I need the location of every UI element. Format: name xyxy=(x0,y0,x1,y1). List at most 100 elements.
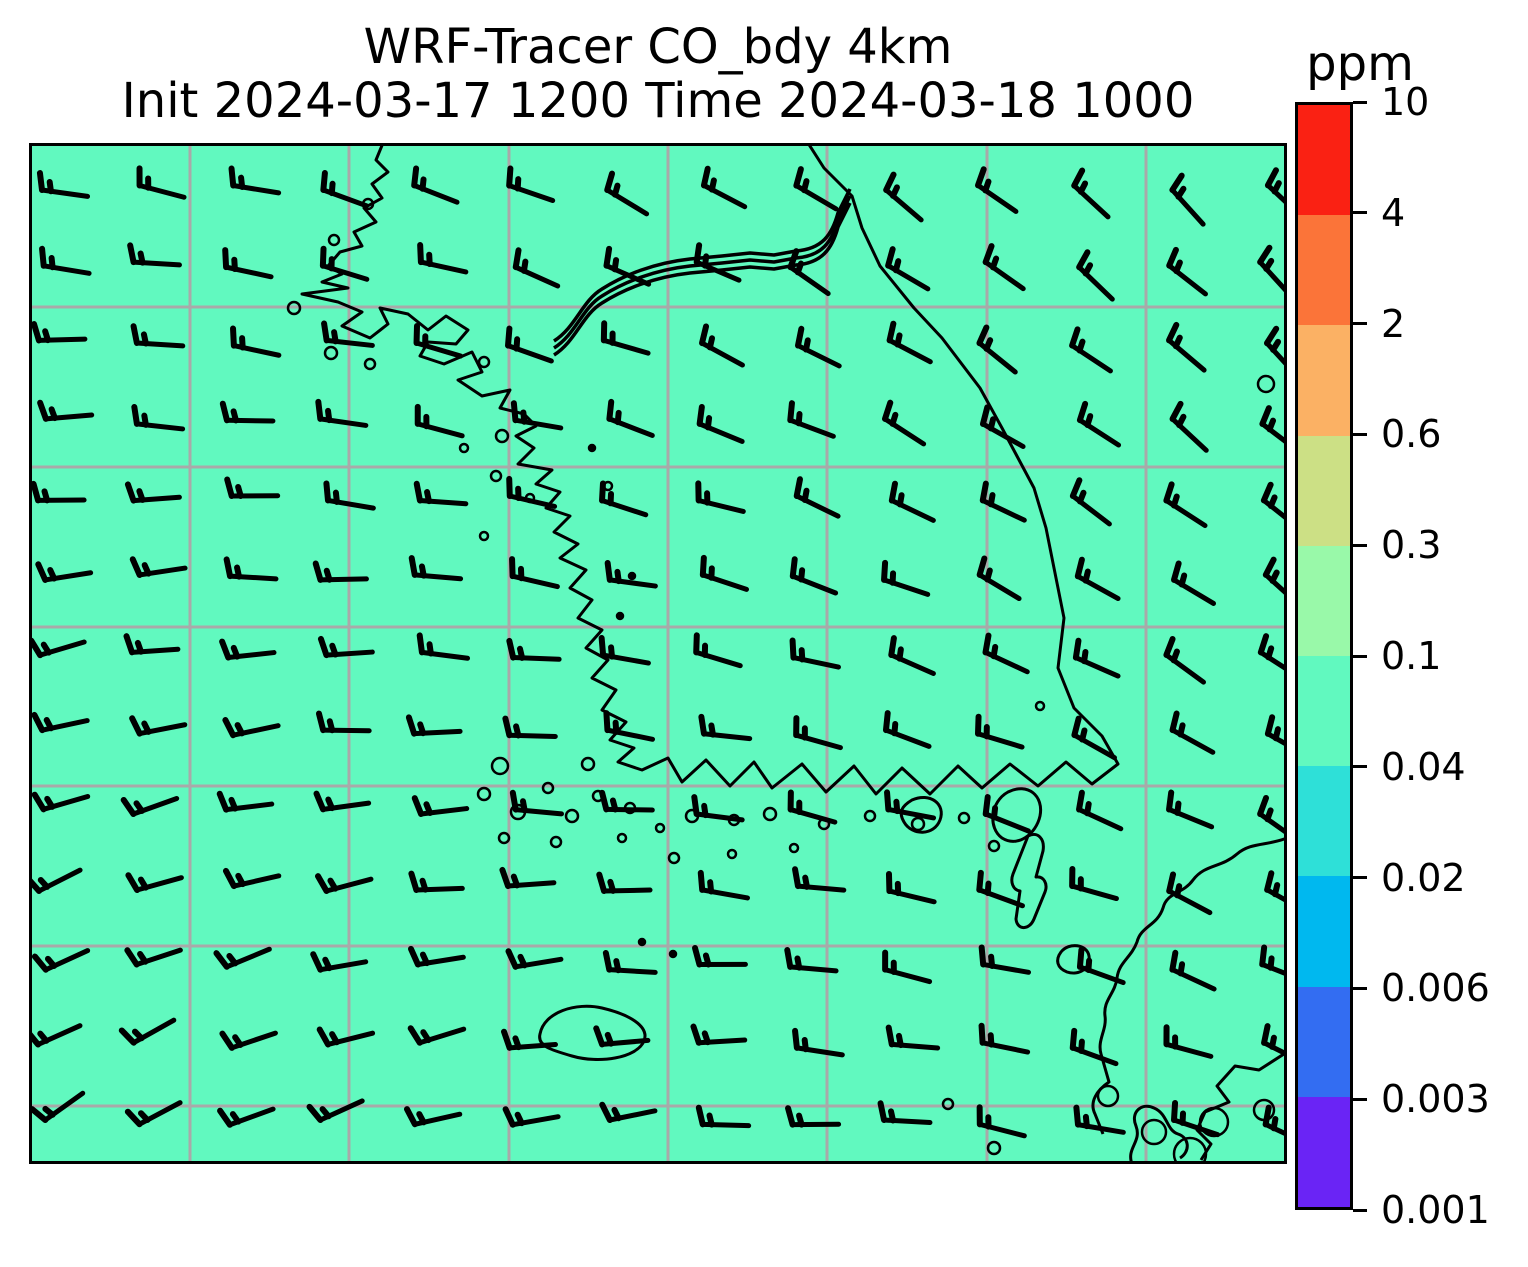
wind-barb xyxy=(603,710,656,742)
wind-barb xyxy=(1076,249,1115,302)
island-outline xyxy=(616,832,628,844)
colorbar-tick-label: 0.1 xyxy=(1381,634,1442,678)
wind-barb xyxy=(1257,633,1284,680)
colorbar-tick xyxy=(1353,1097,1367,1101)
wind-barb xyxy=(883,171,924,223)
island-outline xyxy=(587,443,597,453)
island-outline xyxy=(627,571,637,581)
map-plot xyxy=(29,143,1287,1164)
wind-barbs xyxy=(32,165,1284,1147)
wind-barb xyxy=(501,1028,558,1051)
island-outline xyxy=(637,937,647,947)
island-outline xyxy=(726,848,738,860)
wind-barb xyxy=(1169,400,1209,453)
wind-barb xyxy=(881,399,927,447)
colorbar-tick xyxy=(1353,765,1367,769)
wind-barb xyxy=(599,480,649,518)
wind-barb xyxy=(509,556,560,590)
wind-barb xyxy=(509,789,564,817)
wind-barb xyxy=(228,165,282,196)
wind-barb xyxy=(599,1101,658,1124)
colorbar-tick xyxy=(1353,432,1367,436)
island-outline xyxy=(477,355,491,369)
coastlines xyxy=(286,146,1284,1161)
wind-barb xyxy=(1264,870,1284,915)
wind-barb xyxy=(1166,871,1213,916)
wind-barb xyxy=(120,795,180,817)
colorbar xyxy=(1295,102,1353,1210)
wind-barb xyxy=(1170,1099,1221,1138)
wind-barb xyxy=(37,399,95,422)
wind-barb xyxy=(222,717,281,739)
colorbar-tick-label: 0.6 xyxy=(1381,412,1442,457)
colorbar-tick-label: 0.003 xyxy=(1381,1077,1490,1122)
island-outline xyxy=(580,756,596,772)
wind-barb xyxy=(696,403,745,444)
wind-barb xyxy=(593,1025,651,1048)
wind-barb xyxy=(223,556,279,582)
wind-barb xyxy=(877,1100,933,1125)
island-outline xyxy=(788,842,800,854)
wind-barb xyxy=(1073,1104,1126,1135)
wind-barb xyxy=(1259,944,1284,984)
wind-barb xyxy=(411,165,460,205)
colorbar-tick-label: 0.006 xyxy=(1381,966,1490,1011)
island-outline xyxy=(478,530,490,542)
wind-barb xyxy=(793,166,839,212)
colorbar-tick-label: 0.02 xyxy=(1381,855,1466,900)
wind-barb xyxy=(315,710,372,734)
wind-barb xyxy=(603,245,652,287)
wind-barb xyxy=(1264,714,1284,759)
wind-barb xyxy=(888,480,936,523)
wind-barb xyxy=(888,635,936,677)
wind-barb xyxy=(1171,560,1217,606)
wind-barb xyxy=(1166,789,1215,830)
wind-barb xyxy=(1074,556,1121,602)
wind-barb xyxy=(1260,481,1284,532)
colorbar-segment xyxy=(1298,105,1350,216)
island-outline xyxy=(667,851,681,865)
wind-barb xyxy=(1072,637,1121,679)
island-outline xyxy=(541,781,555,795)
island-outline xyxy=(1096,1084,1120,1108)
colorbar-segment xyxy=(1298,986,1350,1097)
wind-barb xyxy=(885,870,937,905)
wind-barb xyxy=(321,320,375,348)
wind-barb xyxy=(32,637,87,659)
colorbar-tick xyxy=(1353,876,1367,880)
island-outline xyxy=(654,822,666,834)
wind-barb xyxy=(976,324,1018,375)
wind-barb xyxy=(602,949,658,975)
island-outline xyxy=(327,233,341,247)
wind-barb xyxy=(976,555,1022,602)
island-outline xyxy=(1034,700,1046,712)
wind-barb xyxy=(1261,1023,1284,1066)
wind-barb xyxy=(505,948,564,970)
wind-barb xyxy=(502,1106,561,1128)
wind-barb xyxy=(125,872,184,893)
wind-barb xyxy=(216,790,275,813)
border-lines xyxy=(553,188,852,357)
colorbar-segment xyxy=(1298,1096,1350,1208)
wind-barb xyxy=(1076,400,1122,448)
wind-barb xyxy=(230,325,282,358)
wind-barb xyxy=(787,789,838,825)
wind-barb xyxy=(698,713,753,742)
wind-barb xyxy=(118,1017,177,1046)
wind-barb xyxy=(1264,325,1284,380)
island-outline xyxy=(458,442,470,454)
colorbar-tick-label: 0.04 xyxy=(1381,744,1466,789)
wind-barb xyxy=(882,710,932,749)
colorbar-tick xyxy=(1353,543,1367,547)
wind-barb xyxy=(313,790,372,813)
wind-barb xyxy=(219,1030,278,1051)
wind-barb xyxy=(885,246,931,292)
wind-barb xyxy=(512,247,561,289)
wind-barb xyxy=(884,789,937,821)
wind-barb xyxy=(598,635,651,666)
island-outline xyxy=(986,1140,1002,1156)
island-outline xyxy=(476,786,492,802)
wind-barb xyxy=(499,866,557,890)
wind-barb xyxy=(506,475,558,509)
island-outline xyxy=(549,835,563,849)
